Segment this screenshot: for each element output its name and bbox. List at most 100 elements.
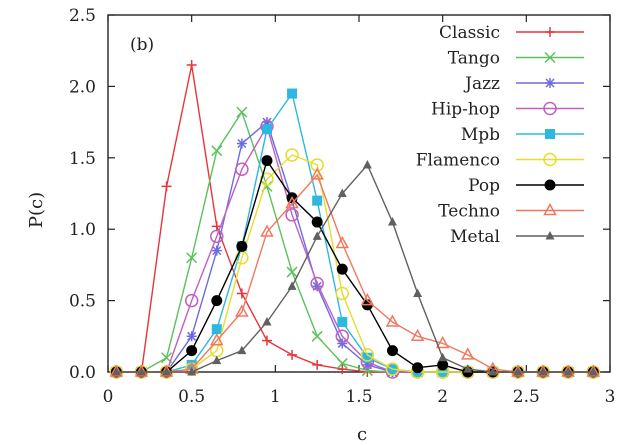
data-point-techno [561, 364, 575, 377]
data-point-hip-hop [210, 229, 224, 244]
data-point-metal [187, 367, 197, 376]
legend-label-tango: Tango [448, 49, 500, 69]
data-point-metal [111, 367, 121, 376]
data-point-mpb [261, 124, 272, 135]
data-point-techno [511, 364, 525, 377]
data-point-flamenco [385, 362, 400, 376]
legend-marker-techno [543, 202, 557, 216]
legend-label-pop: Pop [468, 176, 500, 196]
data-point-techno [159, 364, 174, 377]
data-point-metal [463, 364, 473, 373]
data-point-tango [336, 357, 348, 369]
legend-item-tango: Tango [448, 49, 584, 69]
data-point-metal [312, 231, 322, 240]
legend-label-classic: Classic [439, 23, 500, 43]
legend-item-flamenco: Flamenco [416, 151, 584, 171]
data-point-techno [410, 328, 425, 342]
panel-label: (b) [130, 35, 154, 55]
data-point-metal [262, 317, 272, 326]
data-point-jazz [337, 338, 348, 349]
x-tick-label: 0.5 [178, 387, 205, 407]
legend-marker-hip-hop [543, 101, 557, 116]
data-point-tango [236, 106, 248, 118]
legend-item-techno: Techno [438, 202, 584, 222]
x-tick-label: 2.5 [513, 387, 540, 407]
data-point-hip-hop [335, 329, 350, 344]
data-point-metal [162, 367, 172, 376]
data-point-metal [588, 367, 598, 376]
data-point-tango [311, 330, 323, 342]
data-point-flamenco [335, 286, 350, 301]
x-axis-label: c [357, 424, 367, 445]
data-point-jazz [236, 138, 247, 149]
data-point-techno [109, 364, 124, 377]
data-point-techno [209, 333, 224, 346]
data-point-classic [312, 359, 323, 370]
y-axis-label: P(c) [26, 192, 47, 228]
y-tick-label: 0.5 [69, 292, 96, 312]
legend: Classic Tango Jazz Hip-hop Mpb Flamenco Pop Tec… [416, 23, 584, 247]
data-point-techno [385, 314, 400, 327]
data-point-pop [311, 216, 323, 228]
data-point-flamenco [360, 348, 375, 362]
legend-label-hip-hop: Hip-hop [431, 100, 500, 120]
data-point-techno [260, 224, 274, 237]
data-point-pop [261, 155, 273, 167]
data-point-hip-hop [285, 208, 299, 222]
data-point-metal [212, 355, 222, 365]
data-point-techno [285, 195, 299, 209]
series-metal [111, 159, 598, 376]
data-point-hip-hop [184, 293, 199, 308]
x-tick-label: 3 [605, 387, 616, 407]
data-point-tango [286, 266, 298, 278]
data-point-mpb [362, 352, 373, 363]
x-tick-label: 0 [103, 387, 114, 407]
data-point-classic [186, 59, 197, 70]
data-point-classic [236, 288, 247, 299]
series-line-hip-hop [116, 124, 594, 373]
data-point-mpb [186, 359, 197, 370]
x-tick-label: 1.5 [345, 387, 372, 407]
data-point-pop [236, 240, 248, 252]
series-mpb [111, 88, 599, 377]
data-point-techno [435, 335, 450, 349]
data-point-techno [134, 364, 149, 377]
legend-item-metal: Metal [450, 227, 584, 247]
data-point-flamenco [310, 158, 324, 172]
y-tick-label: 2.5 [69, 6, 96, 26]
data-point-hip-hop [310, 276, 324, 291]
legend-marker-flamenco [543, 152, 557, 167]
data-point-techno [586, 364, 601, 377]
data-point-techno [360, 293, 375, 306]
data-point-metal [538, 367, 548, 376]
legend-item-jazz: Jazz [463, 74, 584, 94]
data-point-classic [261, 335, 272, 346]
x-tick-label: 2 [437, 387, 448, 407]
data-point-mpb [287, 88, 298, 99]
data-point-metal [237, 345, 247, 355]
data-point-pop [186, 345, 198, 357]
data-point-metal [563, 367, 573, 376]
data-point-metal [387, 217, 397, 226]
data-point-metal [438, 352, 448, 362]
series-jazz [111, 117, 599, 377]
data-point-metal [513, 367, 523, 376]
legend-marker-classic [545, 27, 555, 37]
data-point-tango [186, 252, 198, 264]
legend-item-classic: Classic [439, 23, 584, 43]
legend-label-flamenco: Flamenco [416, 151, 500, 171]
legend-marker-mpb [545, 129, 555, 139]
data-point-metal [362, 159, 372, 169]
series-techno [109, 167, 601, 377]
series-line-metal [116, 163, 594, 373]
data-point-classic [161, 181, 172, 192]
legend-item-hip-hop: Hip-hop [431, 100, 584, 120]
legend-marker-pop [544, 179, 556, 191]
data-point-mpb [211, 324, 222, 335]
data-point-metal [337, 188, 347, 197]
data-point-tango [211, 145, 223, 157]
x-tick-label: 1 [270, 387, 281, 407]
y-tick-label: 1.5 [69, 149, 96, 169]
plot-area: 0 0.5 1 1.5 2 2.5 3 0.0 0.5 1.0 1.5 2.0 2.5 [69, 6, 615, 407]
